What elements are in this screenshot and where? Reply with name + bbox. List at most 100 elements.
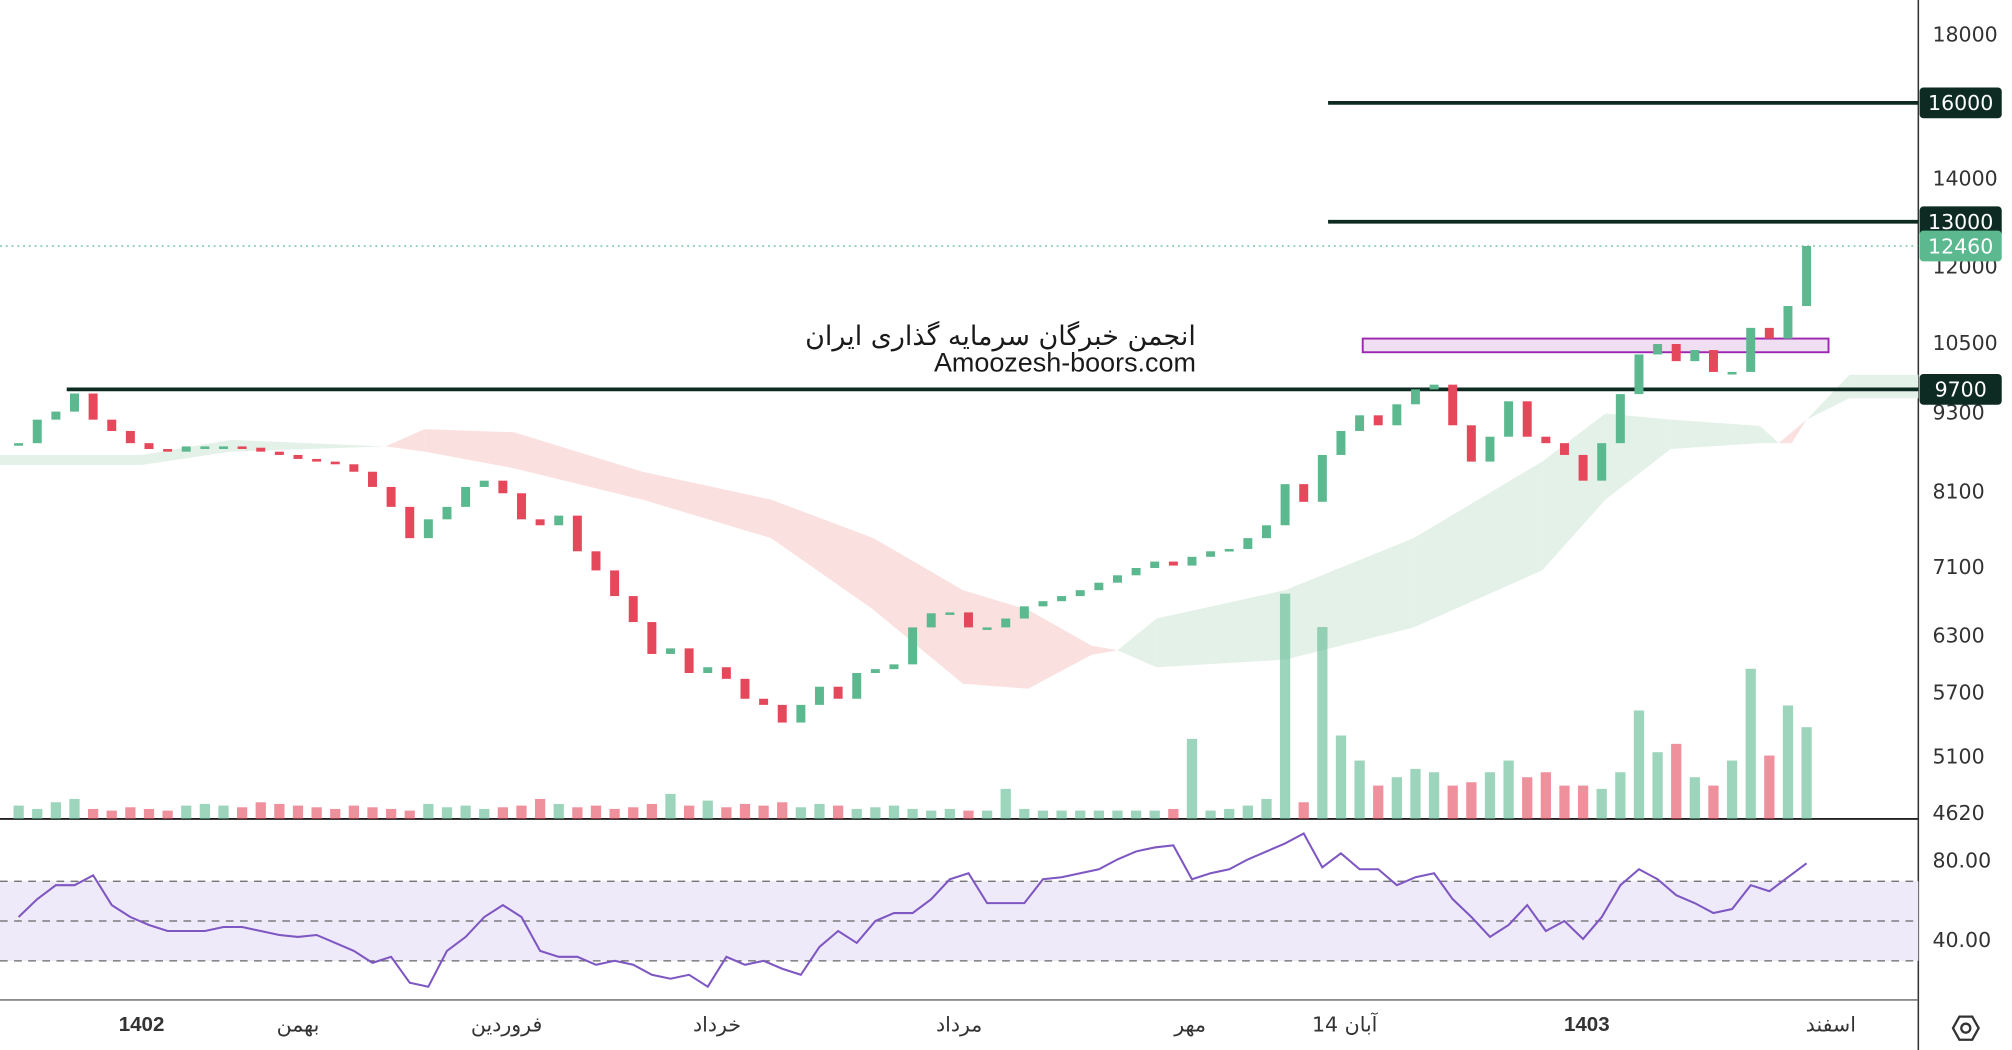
candle [1019,606,1029,619]
volume-bar [1075,810,1086,819]
cloud-segment [141,439,231,465]
candle [1671,344,1681,362]
volume-bar [348,805,359,819]
volume-bar [739,803,751,819]
settings-icon[interactable] [1951,1015,1980,1041]
candle [1094,582,1104,591]
candle [1504,401,1514,437]
volume-bar [1708,785,1719,819]
candle [908,627,918,665]
candle [1243,538,1253,549]
volume-bar [572,807,583,819]
level-label-box [1919,373,2002,405]
candle [1690,350,1700,362]
level-label-box [1919,206,2002,238]
volume-bar [590,805,602,819]
x-tick-label: مرداد [936,1013,982,1037]
volume-bar [1577,785,1589,819]
candle [1001,618,1011,628]
volume-bar [1261,798,1272,819]
volume-bar [106,810,117,819]
volume-bar [1689,777,1700,819]
cloud-segment [0,454,142,465]
candle [256,447,266,452]
cloud-segment [385,429,425,452]
volume-bar [311,807,322,819]
volume-bar [609,808,620,819]
last-price-box [1919,230,2002,262]
candle [423,519,433,539]
volume-bar [479,808,490,819]
candle [814,686,824,705]
cloud-segment [1028,609,1092,689]
icon-dot [1960,1022,1972,1034]
volume-bar [1447,785,1458,819]
candle [1783,306,1793,339]
volume-bar [702,800,713,819]
cloud-segment [1091,645,1118,655]
volume-bar [814,803,825,819]
candle [1261,525,1271,539]
volume-bar [1242,805,1253,819]
cloud-segment [1156,590,1286,668]
volume-bar [1726,760,1738,819]
cloud-segment [771,499,874,610]
volume-bar [1149,810,1160,819]
volume-bar [1205,810,1216,819]
volume-bar [1522,777,1533,819]
candle [982,627,992,630]
volume-bar [1373,785,1384,819]
candle [1448,384,1458,426]
cloud-segment [1778,432,1792,444]
volume-bar [385,808,397,819]
candle [1168,561,1178,566]
candle [591,551,601,571]
x-tick-label: 1402 [119,1013,165,1036]
volume-bar [497,807,508,819]
volume-bar [236,807,248,819]
volume-bar [1298,802,1309,819]
cloud-segment [1791,419,1807,444]
volume-bar [851,808,862,819]
cloud-segment [230,439,386,452]
candle [1578,454,1588,481]
volume-bar [1186,738,1198,819]
volume-bar [1056,810,1067,819]
candle [107,419,117,431]
candle [32,419,42,444]
candle [1075,590,1085,597]
x-tick-label: اسفند [1806,1013,1856,1037]
candle [554,515,564,526]
candle [926,613,936,628]
volume-bar [1503,760,1514,819]
candle [349,464,359,472]
volume-bar [1615,772,1626,819]
cloud-segment [1849,374,1919,399]
volume-bar [981,810,993,819]
candle [1131,567,1141,576]
candle [1187,556,1197,566]
candle [1708,350,1718,372]
volume-bar [143,808,155,819]
cloud-segment [1806,374,1850,420]
volume-bar [1652,752,1663,819]
candle [777,704,787,723]
volume-bar [1037,810,1049,819]
volume-bar [367,807,378,819]
candle [1466,425,1476,462]
x-tick-label: بهمن [277,1013,320,1037]
cloud-segment [1605,413,1671,500]
watermark-site: Amoozesh-boors.com [934,348,1196,378]
cloud-segment [1670,419,1761,450]
level-label-box [1919,87,2002,119]
volume-bar [683,805,695,819]
candle [1727,371,1737,375]
candle [498,480,508,494]
candle [312,458,322,462]
volume-bar [1745,668,1756,819]
cloud-segment [1760,425,1779,444]
candle [1522,401,1532,437]
candle [70,393,79,412]
volume-bar [553,803,564,819]
volume-bar [1764,755,1775,819]
